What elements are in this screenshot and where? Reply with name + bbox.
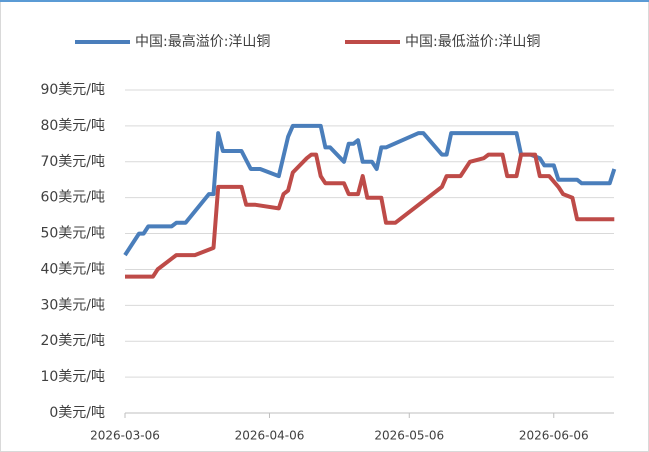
line-series — [125, 152, 615, 279]
y-tick-label: 70美元/吨 — [40, 154, 105, 170]
y-tick-label: 0美元/吨 — [49, 405, 105, 421]
y-tick-label: 20美元/吨 — [40, 333, 105, 349]
x-tick-label: 2026-05-06 — [374, 429, 444, 443]
y-tick-label: 40美元/吨 — [40, 261, 105, 277]
y-tick-label: 50美元/吨 — [40, 226, 105, 242]
y-tick-label: 80美元/吨 — [40, 118, 105, 134]
legend-label: 中国:最低溢价:洋山铜 — [405, 34, 540, 50]
y-tick-label: 30美元/吨 — [40, 297, 105, 313]
x-tick-label: 2026-04-06 — [235, 429, 305, 443]
x-tick-label: 2026-06-06 — [519, 429, 589, 443]
legend-label: 中国:最高溢价:洋山铜 — [135, 33, 270, 50]
y-tick-label: 10美元/吨 — [40, 369, 105, 385]
y-tick-label: 90美元/吨 — [40, 82, 105, 98]
x-tick-label: 2026-03-06 — [90, 429, 160, 443]
y-tick-label: 60美元/吨 — [40, 190, 105, 206]
